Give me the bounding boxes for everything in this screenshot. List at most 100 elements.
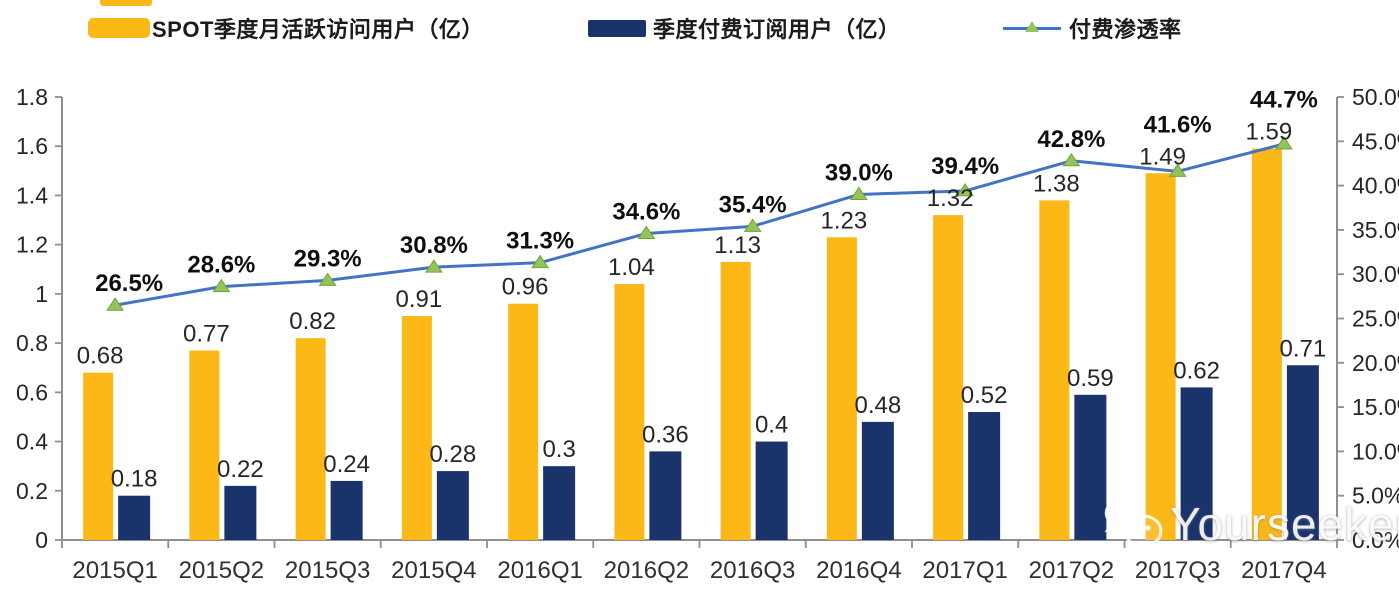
penetration-value-label: 39.4%	[931, 153, 999, 180]
left-axis-tick-label: 0.4	[16, 429, 48, 455]
right-axis-tick-label: 40.0%	[1352, 173, 1399, 199]
subscribers-value-label: 0.48	[855, 392, 902, 419]
subscribers-bar	[543, 466, 576, 540]
penetration-marker-triangle-icon	[106, 297, 125, 311]
penetration-value-label: 26.5%	[95, 270, 163, 297]
legend-item-mau: SPOT季度月活跃访问用户（亿）	[88, 14, 484, 42]
mau-value-label: 1.38	[1033, 170, 1080, 197]
mau-value-label: 0.91	[396, 286, 443, 313]
subscribers-bar	[436, 471, 469, 540]
x-category-label: 2017Q2	[1029, 557, 1114, 584]
x-category-label: 2015Q3	[285, 557, 370, 584]
x-category-label: 2015Q4	[391, 557, 476, 584]
x-category-label: 2015Q1	[72, 557, 157, 584]
penetration-legend-label: 付费渗透率	[1069, 17, 1182, 42]
penetration-legend-line-marker	[1003, 17, 1061, 39]
subscribers-legend-swatch	[588, 19, 646, 37]
mau-value-label: 1.23	[821, 207, 868, 234]
x-category-label: 2017Q4	[1241, 557, 1326, 584]
penetration-marker-triangle-icon	[1274, 136, 1293, 150]
penetration-value-label: 34.6%	[612, 198, 680, 225]
penetration-marker-triangle-icon	[212, 278, 231, 293]
mau-value-label: 0.77	[183, 320, 230, 347]
subscribers-value-label: 0.59	[1067, 365, 1114, 392]
subscribers-value-label: 0.52	[961, 382, 1008, 409]
right-axis-tick-label: 45.0%	[1352, 128, 1399, 154]
penetration-marker-triangle-icon	[424, 259, 443, 273]
mau-bar	[189, 350, 220, 540]
penetration-value-label: 28.6%	[187, 252, 255, 279]
mau-bar	[720, 261, 751, 540]
mau-value-label: 1.32	[927, 185, 974, 212]
penetration-marker-triangle-icon	[637, 225, 656, 239]
subscribers-bar	[861, 421, 894, 540]
mau-value-label: 0.82	[289, 308, 336, 335]
subscribers-bar	[755, 441, 788, 540]
subscribers-bar	[1074, 394, 1107, 540]
mau-bar	[933, 215, 964, 540]
penetration-marker-triangle-icon	[849, 186, 868, 200]
mau-value-label: 1.49	[1139, 143, 1186, 170]
penetration-value-label: 44.7%	[1250, 87, 1318, 114]
x-category-label: 2016Q4	[816, 557, 901, 584]
subscribers-value-label: 0.24	[323, 451, 370, 478]
legend-triangle-marker-icon	[1025, 21, 1039, 32]
subscribers-value-label: 0.28	[430, 441, 477, 468]
right-axis-tick-label: 0.0%	[1352, 527, 1399, 553]
mau-bar	[401, 316, 432, 540]
penetration-marker-triangle-icon	[318, 272, 337, 286]
penetration-line	[114, 142, 1285, 307]
x-category-label: 2016Q2	[604, 557, 689, 584]
mau-bar	[1251, 148, 1282, 540]
mau-bar	[1145, 173, 1176, 541]
subscribers-value-label: 0.3	[542, 436, 575, 463]
right-axis-tick-label: 15.0%	[1352, 394, 1399, 420]
right-axis-tick-label: 5.0%	[1352, 483, 1399, 509]
x-category-label: 2016Q3	[710, 557, 795, 584]
subscribers-bar	[330, 480, 363, 540]
mau-value-label: 0.96	[502, 274, 549, 301]
subscribers-bar	[1180, 387, 1213, 540]
subscribers-bar	[968, 412, 1001, 540]
x-category-label: 2015Q2	[179, 557, 264, 584]
right-axis-tick-label: 10.0%	[1352, 438, 1399, 464]
penetration-marker-triangle-icon	[956, 183, 975, 197]
left-axis-tick-label: 1.4	[16, 182, 48, 208]
left-axis-tick-label: 1	[35, 281, 48, 307]
penetration-value-label: 31.3%	[506, 228, 574, 255]
mau-value-label: 0.68	[77, 343, 124, 370]
left-axis-tick-label: 0.2	[16, 478, 48, 504]
right-axis-tick-label: 25.0%	[1352, 306, 1399, 332]
mau-bar	[508, 303, 539, 540]
penetration-value-label: 42.8%	[1037, 126, 1105, 153]
mau-legend-label: SPOT季度月活跃访问用户（亿）	[152, 17, 484, 42]
mau-value-label: 1.04	[608, 254, 655, 281]
mau-legend-swatch	[88, 18, 150, 38]
right-axis-tick-label: 35.0%	[1352, 217, 1399, 243]
right-axis-tick-label: 50.0%	[1352, 84, 1399, 110]
left-axis-tick-label: 0.8	[16, 330, 48, 356]
penetration-marker-triangle-icon	[531, 254, 550, 269]
x-category-label: 2017Q3	[1135, 557, 1220, 584]
right-axis-tick-label: 20.0%	[1352, 350, 1399, 376]
subscribers-value-label: 0.4	[755, 412, 788, 439]
penetration-marker-triangle-icon	[1168, 163, 1187, 177]
x-category-label: 2017Q1	[922, 557, 1007, 584]
left-axis-tick-label: 1.8	[16, 84, 48, 110]
subscribers-value-label: 0.22	[217, 456, 264, 483]
left-axis-tick-label: 0.6	[16, 379, 48, 405]
mau-bar	[83, 372, 114, 540]
right-axis-tick-label: 30.0%	[1352, 261, 1399, 287]
subscribers-value-label: 0.62	[1173, 357, 1220, 384]
left-axis-tick-label: 0	[35, 527, 48, 553]
x-category-label: 2016Q1	[497, 557, 582, 584]
subscribers-legend-label: 季度付费订阅用户（亿）	[653, 17, 901, 42]
penetration-value-label: 30.8%	[400, 232, 468, 259]
left-axis-tick-label: 1.6	[16, 133, 48, 159]
legend-item-penetration: 付费渗透率	[1003, 14, 1182, 42]
mau-value-label: 1.59	[1246, 119, 1293, 146]
mau-bar	[295, 338, 326, 540]
legend-item-subscribers: 季度付费订阅用户（亿）	[588, 14, 901, 42]
